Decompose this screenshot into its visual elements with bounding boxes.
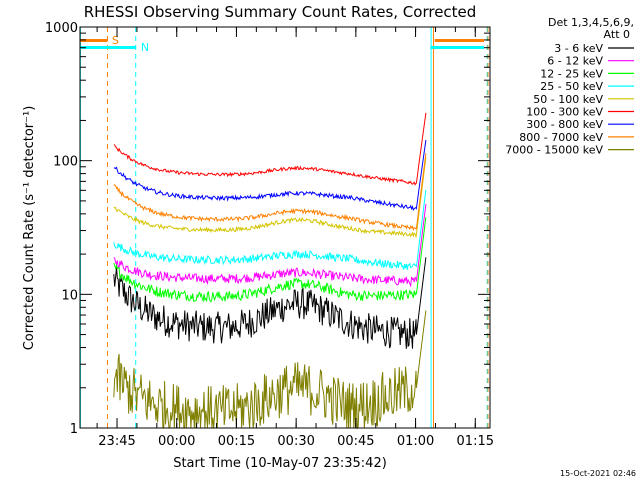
legend-label-7: 800 - 7000 keV xyxy=(519,131,603,144)
attenuator-bar-s-right xyxy=(434,39,484,42)
footer-timestamp: 15-Oct-2021 02:46 xyxy=(560,469,636,478)
annotation-s: S xyxy=(112,34,119,47)
x-tick-label-2: 00:15 xyxy=(218,434,255,449)
y-tick-label-2: 100 xyxy=(53,155,78,170)
series-line-6 xyxy=(113,139,427,212)
x-tick-label-4: 00:45 xyxy=(337,434,374,449)
x-tick-label-3: 00:30 xyxy=(277,434,314,449)
series-line-3 xyxy=(113,189,427,270)
series-line-2 xyxy=(113,217,427,303)
attenuator-bar-s xyxy=(80,39,108,42)
series-line-5 xyxy=(113,112,427,186)
y-tick-label-1: 10 xyxy=(61,288,78,303)
legend-header-1: Det 1,3,4,5,6,9, xyxy=(548,16,634,29)
attenuator-bar-n-right xyxy=(430,46,484,49)
legend-header-2: Att 0 xyxy=(604,28,630,41)
legend-label-2: 12 - 25 keV xyxy=(540,67,603,80)
series-line-7 xyxy=(113,153,427,232)
series-line-1 xyxy=(113,204,427,288)
legend-label-0: 3 - 6 keV xyxy=(554,42,603,55)
plot-area: S N 1 10 100 1000 23:45 00:00 00:15 00:30 00:45 01:… xyxy=(45,21,494,449)
attenuator-bar-n xyxy=(80,46,136,49)
series-line-0 xyxy=(113,257,427,349)
legend-label-3: 25 - 50 keV xyxy=(540,80,603,93)
y-axis-label: Corrected Count Rate (s⁻¹ detector⁻¹) xyxy=(22,106,37,351)
plot-frame xyxy=(79,26,491,429)
legend-label-8: 7000 - 15000 keV xyxy=(505,144,603,157)
x-tick-label-5: 01:00 xyxy=(397,434,434,449)
legend-label-6: 300 - 800 keV xyxy=(526,118,603,131)
legend-label-1: 6 - 12 keV xyxy=(547,55,603,68)
x-axis-label: Start Time (10-May-07 23:35:42) xyxy=(173,456,387,471)
y-tick-label-3: 1000 xyxy=(45,21,78,36)
series-line-4 xyxy=(113,157,427,239)
x-tick-label-1: 00:00 xyxy=(158,434,195,449)
chart-title: RHESSI Observing Summary Count Rates, Co… xyxy=(84,3,477,21)
x-tick-label-0: 23:45 xyxy=(98,434,135,449)
x-tick-label-6: 01:15 xyxy=(457,434,494,449)
legend-label-5: 100 - 300 keV xyxy=(526,106,603,119)
y-tick-label-0: 1 xyxy=(70,422,78,437)
annotation-n: N xyxy=(141,41,149,54)
legend-label-4: 50 - 100 keV xyxy=(533,93,603,106)
series-line-8 xyxy=(113,310,427,430)
